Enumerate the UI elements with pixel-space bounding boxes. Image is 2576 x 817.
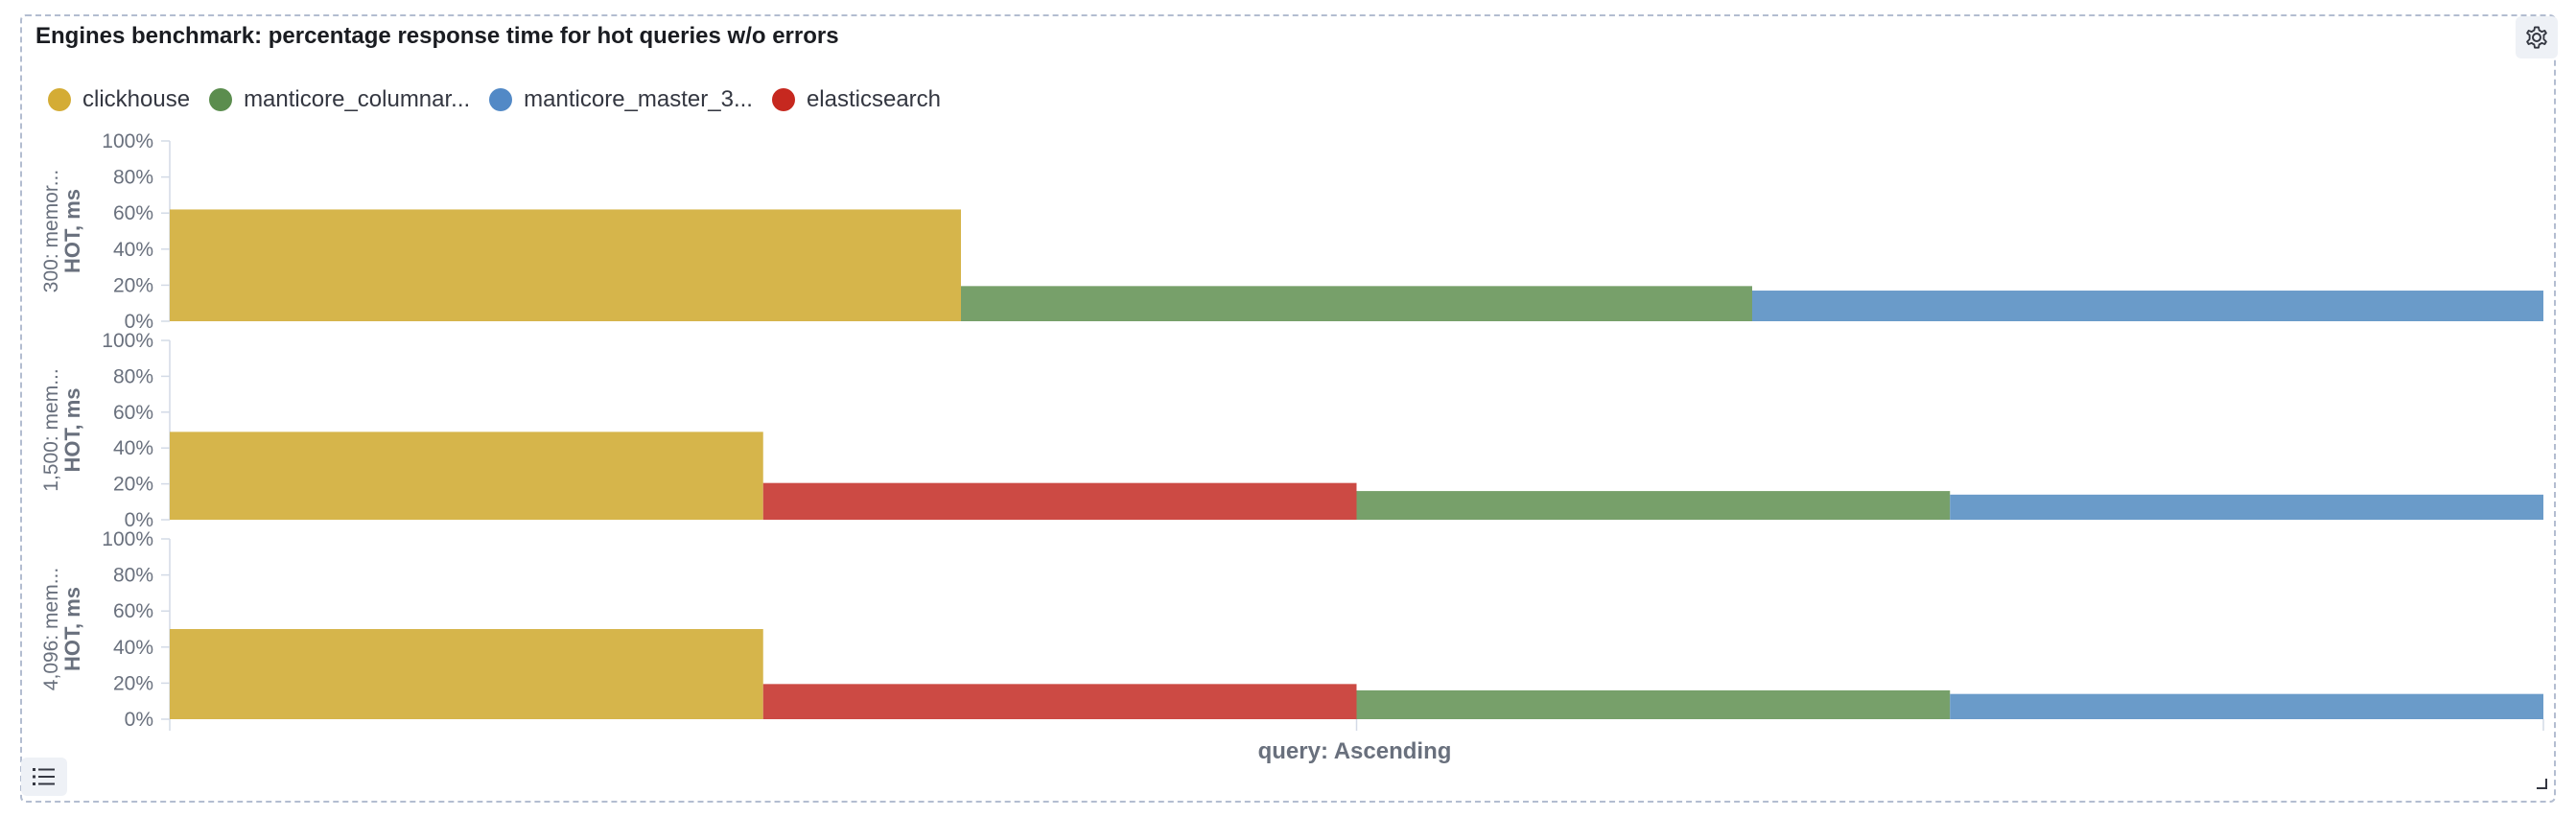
- bar-clickhouse: [170, 209, 961, 321]
- bar-elasticsearch: [762, 482, 1357, 520]
- y-tick-label: 60%: [113, 202, 153, 224]
- y-tick-label: 40%: [113, 637, 153, 659]
- legend-toggle-button[interactable]: [21, 758, 67, 796]
- bar-manticore_columnar: [961, 286, 1752, 321]
- y-tick-label: 100%: [102, 528, 153, 550]
- y-tick-label: 100%: [102, 130, 153, 152]
- y-tick-label: 60%: [113, 600, 153, 622]
- legend-item-1[interactable]: manticore_columnar...: [209, 86, 470, 113]
- y-tick-label: 40%: [113, 239, 153, 261]
- y-tick-label: 60%: [113, 402, 153, 424]
- bar-manticore_master: [1752, 291, 2543, 321]
- gear-icon: [2526, 26, 2547, 49]
- y-tick-label: 0%: [125, 311, 153, 333]
- y-axis-label: HOT, ms: [60, 189, 84, 273]
- panel-title: Engines benchmark: percentage response t…: [35, 23, 839, 49]
- bar-manticore_columnar: [1356, 689, 1951, 719]
- y-tick-label: 20%: [113, 474, 153, 496]
- y-tick-label: 20%: [113, 274, 153, 296]
- row-label: 4,096: mem...: [40, 568, 62, 690]
- legend-swatch: [771, 88, 795, 111]
- y-tick-label: 80%: [113, 365, 153, 387]
- legend-item-2[interactable]: manticore_master_3...: [489, 86, 753, 113]
- legend-label: clickhouse: [82, 86, 191, 112]
- legend-swatch: [209, 88, 233, 111]
- y-tick-label: 0%: [125, 709, 153, 731]
- legend-item-0[interactable]: clickhouse: [48, 86, 190, 113]
- bar-manticore_columnar: [1356, 491, 1951, 520]
- bar-manticore_master: [1950, 494, 2543, 520]
- y-tick-label: 0%: [125, 509, 153, 531]
- x-axis-label: query: Ascending: [1258, 738, 1452, 764]
- bar-manticore_master: [1950, 693, 2543, 719]
- y-tick-label: 80%: [113, 565, 153, 587]
- resize-handle-icon[interactable]: [2535, 777, 2548, 790]
- legend-label: manticore_master_3...: [524, 86, 753, 112]
- bar-clickhouse: [170, 629, 763, 719]
- panel-settings-button[interactable]: [2516, 16, 2558, 58]
- y-axis-label: HOT, ms: [60, 587, 84, 671]
- bar-elasticsearch: [762, 684, 1357, 719]
- chart-legend: clickhouse manticore_columnar... manticore…: [48, 82, 960, 117]
- legend-swatch: [48, 88, 71, 111]
- row-label: 300: memor...: [40, 170, 62, 292]
- row-label: 1,500: mem...: [40, 368, 62, 491]
- legend-swatch: [489, 88, 513, 111]
- y-tick-label: 20%: [113, 672, 153, 694]
- legend-item-3[interactable]: elasticsearch: [771, 86, 942, 113]
- y-tick-label: 40%: [113, 437, 153, 459]
- bar-clickhouse: [170, 432, 763, 520]
- list-icon: [33, 768, 55, 785]
- y-tick-label: 80%: [113, 167, 153, 189]
- legend-label: elasticsearch: [806, 86, 942, 112]
- y-tick-label: 100%: [102, 330, 153, 352]
- legend-label: manticore_columnar...: [244, 86, 471, 112]
- y-axis-label: HOT, ms: [60, 387, 84, 472]
